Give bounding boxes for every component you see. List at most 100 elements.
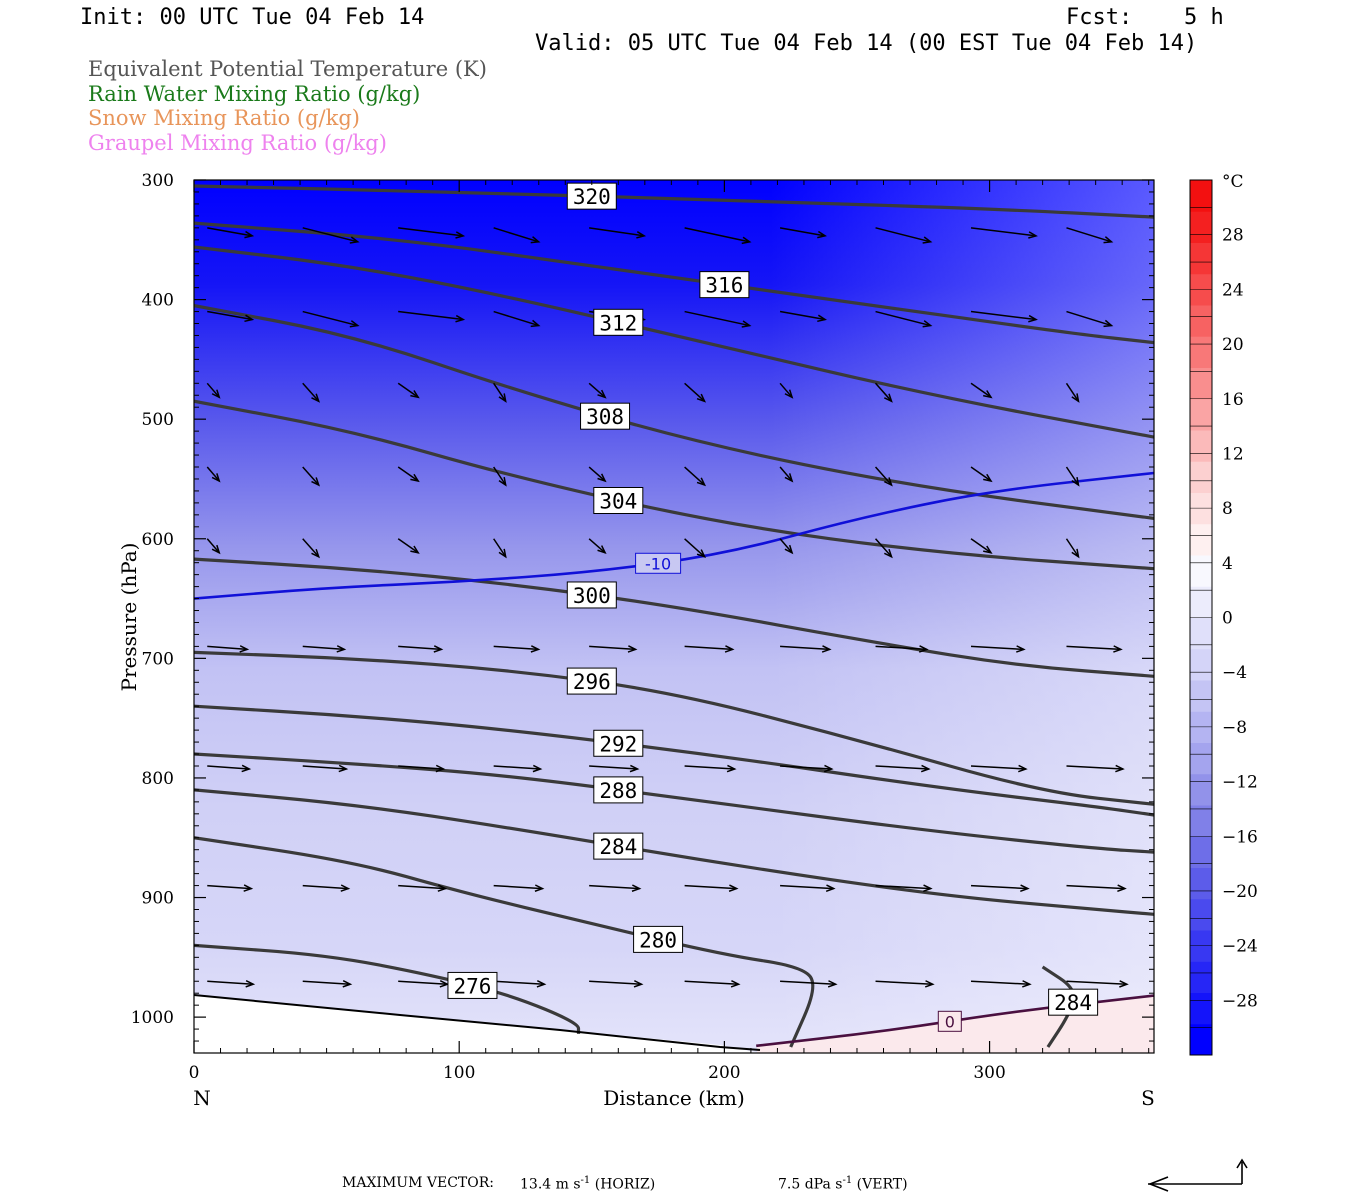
wind-vector xyxy=(589,980,644,988)
wind-vector xyxy=(970,466,993,483)
wind-vector xyxy=(684,980,741,988)
wind-vector xyxy=(875,980,935,988)
forecast-hour: 5 h xyxy=(1184,5,1224,30)
colorbar-swatch xyxy=(1190,398,1212,431)
colorbar-tick-label: 12 xyxy=(1222,444,1244,464)
theta-e-label: 284 xyxy=(599,835,637,859)
theta-e-contour-284 xyxy=(194,788,1154,916)
y-tick-label: 1000 xyxy=(131,1008,174,1028)
colorbar-swatch xyxy=(1190,680,1212,712)
colorbar-swatch xyxy=(1190,1023,1212,1056)
wind-vector xyxy=(684,227,752,245)
wind-vector xyxy=(493,466,507,487)
wind-vector xyxy=(589,884,642,892)
colorbar-tick-label: 24 xyxy=(1222,280,1244,300)
x-axis-end-label-south: S xyxy=(1141,1086,1155,1110)
wind-vector xyxy=(779,227,827,239)
wind-vector xyxy=(206,538,221,555)
colorbar-swatch xyxy=(1190,555,1212,587)
colorbar-swatch xyxy=(1190,992,1212,1025)
y-tick-label: 800 xyxy=(142,769,174,789)
temperature-label-box xyxy=(937,1010,962,1032)
x-tick-label: 100 xyxy=(443,1063,475,1083)
theta-e-label-box xyxy=(699,271,750,299)
wind-vector xyxy=(493,310,541,328)
colorbar-swatch xyxy=(1190,617,1212,650)
y-tick-label: 300 xyxy=(142,171,174,191)
theta-e-label-box xyxy=(566,182,617,210)
wind-vector xyxy=(684,466,707,487)
theta-e-label: 308 xyxy=(586,405,624,429)
wind-vector xyxy=(875,310,933,328)
wind-vector xyxy=(875,884,933,892)
theta-e-label: 292 xyxy=(599,732,637,756)
wind-vector xyxy=(398,310,466,323)
colorbar-tick-label: 8 xyxy=(1222,499,1233,519)
theta-e-label-box xyxy=(633,925,684,953)
wind-vector xyxy=(302,645,347,653)
wind-vector xyxy=(207,227,255,239)
wind-vector xyxy=(589,764,640,773)
colorbar-swatch xyxy=(1190,461,1212,493)
wind-vector xyxy=(206,466,221,483)
plot-frame xyxy=(193,179,1155,1054)
theta-e-label: 284 xyxy=(1054,991,1092,1015)
wind-vector xyxy=(1066,310,1114,328)
wind-vector xyxy=(875,227,933,244)
wind-vector xyxy=(493,645,541,653)
colorbar-frame xyxy=(1189,179,1213,1056)
theta-e-label-box xyxy=(593,729,644,757)
x-tick-label: 0 xyxy=(189,1063,200,1083)
theta-e-label-box xyxy=(593,832,644,860)
wind-vector xyxy=(302,980,353,988)
wind-vector xyxy=(397,538,420,554)
wind-vector xyxy=(493,884,545,892)
colorbar-tick-label: −16 xyxy=(1222,827,1258,847)
theta-e-contour-300 xyxy=(194,557,1154,678)
theta-e-label: 316 xyxy=(705,274,743,298)
wind-vector xyxy=(207,884,254,892)
theta-e-contour-280 xyxy=(194,836,815,1048)
theta-e-contour-292 xyxy=(194,704,1154,817)
theta-e-label-box xyxy=(566,581,617,609)
field-legend-graupel: Graupel Mixing Ratio (g/kg) xyxy=(88,131,387,155)
wind-vector xyxy=(302,466,321,487)
y-axis-title: Pressure (hPa) xyxy=(117,543,141,692)
wind-vector xyxy=(780,764,834,773)
wind-vector xyxy=(970,538,993,554)
wind-vector xyxy=(207,310,255,323)
colorbar-tick-label: 4 xyxy=(1222,554,1233,574)
theta-e-contour-288 xyxy=(194,752,1154,854)
wind-vector xyxy=(779,466,794,483)
wind-vector xyxy=(780,645,832,653)
field-legend-snow: Snow Mixing Ratio (g/kg) xyxy=(88,106,360,130)
colorbar-unit: °C xyxy=(1222,172,1244,192)
wind-vector xyxy=(875,764,931,773)
theta-e-label: 312 xyxy=(599,311,637,335)
x-axis-title: Distance (km) xyxy=(603,1086,745,1110)
field-legend-rain: Rain Water Mixing Ratio (g/kg) xyxy=(88,82,421,106)
wind-vector xyxy=(780,884,836,892)
colorbar-tick-label: −12 xyxy=(1222,773,1258,793)
wind-vector xyxy=(588,382,607,399)
ground-surface-line xyxy=(193,994,761,1051)
wind-vector xyxy=(1066,764,1125,773)
y-tick-label: 900 xyxy=(142,889,174,909)
reference-vector-icon xyxy=(1147,1158,1248,1192)
wind-vector xyxy=(684,764,737,773)
y-tick-label: 600 xyxy=(142,530,174,550)
wind-vector xyxy=(493,227,541,244)
theta-e-contour-320 xyxy=(194,184,1154,219)
theta-e-label: 320 xyxy=(573,185,611,209)
colorbar-tick-label: −8 xyxy=(1222,718,1247,738)
wind-vector xyxy=(302,382,321,403)
temperature-colorbar: 28 24 20 16 12 8 4 0 −4 −8 −12 −16 −20 −24 −28 xyxy=(1189,179,1258,1056)
wind-vector xyxy=(970,310,1038,323)
colorbar-swatch xyxy=(1190,805,1212,837)
colorbar-swatch xyxy=(1190,242,1212,275)
wind-vector xyxy=(970,884,1030,893)
wind-vector xyxy=(1066,227,1114,244)
max-vector-label: MAXIMUM VECTOR: xyxy=(342,1175,494,1191)
theta-e-label: 304 xyxy=(599,489,637,513)
theta-e-label-box xyxy=(566,667,617,695)
